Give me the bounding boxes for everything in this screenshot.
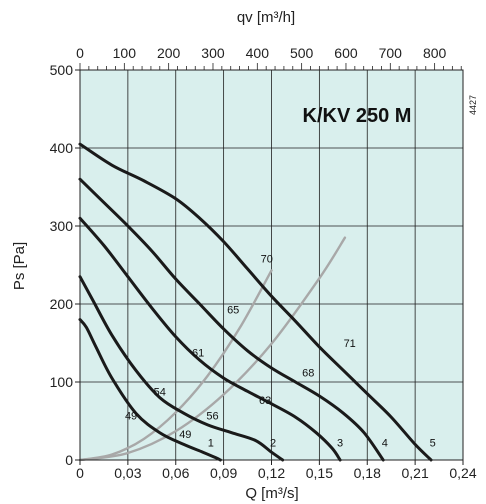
top-tick-label-1: 100	[113, 45, 137, 61]
x-tick-label-4: 0,12	[258, 465, 285, 481]
curve-label-8: 68	[302, 368, 314, 380]
curve-label-0: 70	[261, 254, 273, 266]
y-tick-label-2: 200	[50, 296, 74, 312]
fan-curve-3	[78, 216, 342, 462]
x-tick-label-6: 0,18	[354, 465, 381, 481]
curve-label-3: 54	[154, 386, 166, 398]
curve-label-12: 3	[337, 438, 343, 450]
curve-labels: 70 65 61 54 49 49 56 63 68 71 1 2 3 4 5	[125, 254, 436, 450]
y-axis-title: Ps [Pa]	[11, 242, 28, 290]
curve-label-1: 65	[227, 304, 239, 316]
chart-title: K/KV 250 M	[303, 105, 412, 127]
top-tick-label-8: 800	[423, 45, 447, 61]
curve-label-9: 71	[344, 338, 356, 350]
top-tick-label-3: 300	[201, 45, 225, 61]
curve-label-13: 4	[382, 438, 388, 450]
curve-label-5: 49	[179, 429, 191, 441]
top-tick-label-5: 500	[290, 45, 314, 61]
curve-label-10: 1	[208, 438, 214, 450]
y-tick-label-4: 400	[50, 140, 74, 156]
y-tick-label-5: 500	[50, 62, 74, 78]
system-line-1	[78, 269, 273, 462]
top-tick-label-4: 400	[246, 45, 270, 61]
curve-label-14: 5	[430, 438, 436, 450]
top-tick-label-6: 600	[334, 45, 358, 61]
system-lines	[78, 236, 347, 462]
fan-curves	[78, 142, 433, 462]
y-tick-label-0: 0	[65, 452, 73, 468]
x-tick-label-5: 0,15	[306, 465, 333, 481]
y-tick-label-1: 100	[50, 374, 74, 390]
fan-curve-1	[78, 318, 222, 462]
fan-curve-4	[78, 177, 385, 462]
top-axis-title: qv [m³/h]	[237, 9, 295, 26]
curve-label-6: 56	[206, 410, 218, 422]
chart-code: 4427	[468, 95, 478, 115]
x-tick-label-1: 0,03	[114, 465, 141, 481]
x-tick-label-2: 0,06	[162, 465, 189, 481]
x-tick-label-7: 0,21	[402, 465, 429, 481]
axis-ticks: 0 0,03 0,06 0,09 0,12 0,15 0,18 0,21 0,24 0 100 200…	[50, 45, 477, 481]
x-axis-title: Q [m³/s]	[245, 485, 298, 502]
x-tick-label-0: 0	[76, 465, 84, 481]
curve-label-11: 2	[270, 438, 276, 450]
top-tick-label-0: 0	[76, 45, 84, 61]
curve-label-2: 61	[192, 347, 204, 359]
x-tick-label-8: 0,24	[449, 465, 476, 481]
fan-curve-2	[78, 275, 285, 462]
top-tick-label-7: 700	[379, 45, 403, 61]
curve-label-7: 63	[259, 395, 271, 407]
top-tick-label-2: 200	[157, 45, 181, 61]
y-tick-label-3: 300	[50, 218, 74, 234]
fan-curve-5	[78, 142, 433, 462]
system-line-2	[78, 236, 347, 462]
x-tick-label-3: 0,09	[210, 465, 237, 481]
curve-label-4: 49	[125, 410, 137, 422]
